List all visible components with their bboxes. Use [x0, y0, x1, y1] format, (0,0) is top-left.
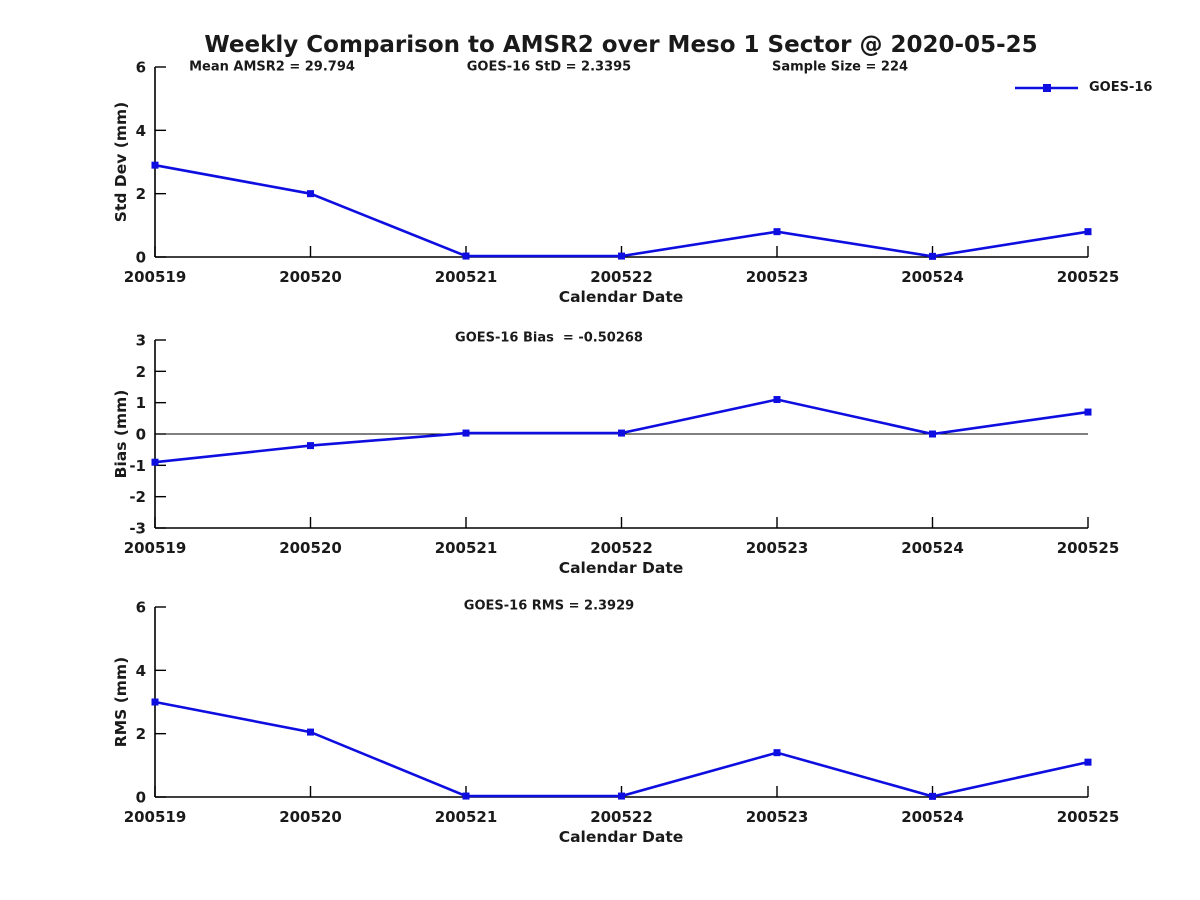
data-point-marker [462, 429, 470, 437]
bias-x-axis-title: Calendar Date [558, 559, 684, 577]
x-tick-label: 200522 [590, 539, 653, 557]
y-tick-label: 1 [136, 394, 146, 412]
series-line [154, 163, 1089, 258]
data-point-marker [773, 228, 781, 236]
y-tick-label: 4 [136, 122, 146, 140]
y-tick-label: 0 [136, 426, 146, 444]
data-point-marker [151, 458, 159, 466]
x-tick-label: 200524 [901, 268, 964, 286]
x-tick-label: 200522 [590, 268, 653, 286]
x-tick-label: 200525 [1057, 808, 1120, 826]
y-tick-label: 6 [136, 59, 146, 77]
annotation-goes16-std: GOES-16 StD = 2.3395 [466, 59, 632, 75]
legend-swatch [1015, 83, 1078, 92]
annotation-sample-size: Sample Size = 224 [771, 59, 909, 75]
x-tick-label: 200521 [435, 268, 498, 286]
data-point-marker [1084, 408, 1092, 416]
data-point-marker [307, 728, 314, 736]
x-tick-label: 200519 [124, 268, 187, 286]
y-tick-label: 0 [136, 249, 146, 267]
data-point-marker [307, 442, 314, 450]
data-point-marker [618, 429, 625, 437]
series-line [154, 700, 1089, 798]
stddev-y-axis-title: Std Dev (mm) [112, 101, 130, 223]
data-point-marker [929, 252, 936, 260]
x-tick-label: 200524 [901, 808, 964, 826]
y-tick-label: 0 [136, 789, 146, 807]
bias-y-axis-title: Bias (mm) [112, 389, 130, 479]
y-tick-label: 2 [136, 363, 146, 381]
x-tick-label: 200523 [746, 268, 809, 286]
y-tick-label: 2 [136, 725, 146, 743]
data-point-marker [307, 190, 314, 198]
y-tick-label: -2 [129, 488, 146, 506]
data-point-marker [618, 252, 625, 260]
data-point-marker [773, 749, 781, 757]
y-tick-label: 6 [136, 599, 146, 617]
legend-marker-icon [1043, 83, 1051, 92]
data-point-marker [1084, 758, 1092, 766]
data-point-marker [462, 792, 470, 800]
x-tick-label: 200521 [435, 539, 498, 557]
x-tick-label: 200520 [279, 268, 342, 286]
x-tick-label: 200519 [124, 808, 187, 826]
y-tick-label: -1 [129, 457, 146, 475]
data-point-marker [618, 792, 625, 800]
rms-x-axis-title: Calendar Date [558, 828, 684, 846]
x-tick-label: 200522 [590, 808, 653, 826]
data-point-marker [462, 252, 470, 260]
rms-y-axis-title: RMS (mm) [112, 656, 130, 748]
x-tick-label: 200521 [435, 808, 498, 826]
data-point-marker [773, 396, 781, 404]
x-tick-label: 200524 [901, 539, 964, 557]
stddev-x-axis-title: Calendar Date [558, 288, 684, 306]
legend-label: GOES-16 [1089, 80, 1153, 95]
x-tick-label: 200520 [279, 808, 342, 826]
annotation-mean-amsr2: Mean AMSR2 = 29.794 [189, 59, 355, 75]
data-point-marker [151, 161, 159, 169]
y-tick-label: 2 [136, 185, 146, 203]
x-tick-label: 200523 [746, 539, 809, 557]
y-tick-label: -3 [129, 520, 146, 538]
data-point-marker [151, 698, 159, 706]
x-tick-label: 200525 [1057, 539, 1120, 557]
y-tick-label: 4 [136, 662, 146, 680]
annotation-goes16-bias: GOES-16 Bias = -0.50268 [455, 330, 643, 346]
data-point-marker [929, 430, 936, 438]
legend: GOES-16 [1013, 80, 1152, 95]
y-tick-label: 3 [136, 332, 146, 350]
x-tick-label: 200523 [746, 808, 809, 826]
data-point-marker [1084, 228, 1092, 236]
bias-chart: -3 -2 -1 0 1 2 3 200519 200520 200521 200522 200523… [124, 332, 1120, 558]
page-title: Weekly Comparison to AMSR2 over Meso 1 S… [204, 32, 1038, 58]
annotation-goes16-rms: GOES-16 RMS = 2.3929 [463, 598, 635, 614]
x-tick-label: 200520 [279, 539, 342, 557]
x-tick-label: 200519 [124, 539, 187, 557]
rms-chart: 0 2 4 6 200519 200520 200521 200522 200523 200524… [124, 599, 1120, 827]
x-tick-label: 200525 [1057, 268, 1120, 286]
data-point-marker [929, 792, 936, 800]
stddev-chart: 0 2 4 6 200519 200520 200521 200522 200523 200524… [124, 59, 1120, 287]
